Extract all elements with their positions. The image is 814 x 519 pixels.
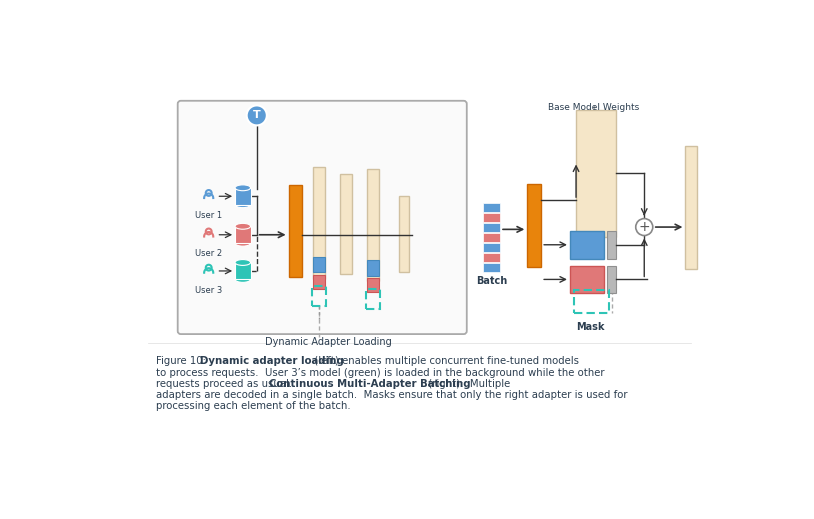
Bar (313, 168, 325, 279)
Bar (483, 233, 500, 242)
Text: (right):  Multiple: (right): Multiple (425, 379, 510, 389)
Bar (312, 286, 326, 306)
Text: to process requests.  User 3’s model (green) is loaded in the background while t: to process requests. User 3’s model (gre… (156, 367, 605, 378)
Bar (483, 223, 500, 233)
Bar (576, 110, 616, 237)
Bar (483, 263, 500, 272)
Bar (235, 226, 251, 243)
Text: Batch: Batch (476, 276, 507, 286)
Bar (235, 188, 251, 204)
Text: +: + (638, 220, 650, 234)
Bar (483, 213, 500, 223)
Text: T: T (253, 111, 260, 120)
Bar (367, 260, 379, 276)
Text: User 1: User 1 (195, 211, 222, 220)
Ellipse shape (235, 202, 251, 208)
Bar (399, 196, 409, 272)
Text: Dynamic adapter loading: Dynamic adapter loading (199, 357, 344, 366)
Text: Mask: Mask (576, 322, 605, 332)
Bar (574, 290, 609, 313)
Bar (571, 266, 603, 293)
Text: requests proceed as usual.: requests proceed as usual. (156, 379, 302, 389)
Bar (288, 185, 303, 277)
Circle shape (247, 105, 267, 126)
Bar (483, 243, 500, 252)
Circle shape (636, 218, 653, 236)
Ellipse shape (235, 260, 251, 265)
Bar (483, 203, 500, 212)
Bar (366, 290, 380, 309)
Bar (607, 231, 616, 258)
Bar (607, 266, 616, 293)
Text: Figure 10:: Figure 10: (156, 357, 212, 366)
Bar (313, 275, 325, 289)
Bar (685, 146, 697, 269)
Text: Base Model Weights: Base Model Weights (549, 103, 640, 112)
Ellipse shape (235, 185, 251, 190)
Text: processing each element of the batch.: processing each element of the batch. (156, 401, 351, 411)
Bar (367, 169, 379, 281)
Bar (527, 184, 541, 267)
Bar (571, 231, 603, 258)
Bar (483, 253, 500, 263)
Ellipse shape (235, 240, 251, 246)
Ellipse shape (235, 277, 251, 282)
Text: (left) enables multiple concurrent fine-tuned models: (left) enables multiple concurrent fine-… (311, 357, 580, 366)
FancyBboxPatch shape (177, 101, 466, 334)
Text: User 3: User 3 (195, 285, 222, 295)
Bar (340, 174, 352, 274)
Bar (313, 257, 325, 272)
Text: User 2: User 2 (195, 250, 222, 258)
Ellipse shape (235, 223, 251, 229)
Text: Dynamic Adapter Loading: Dynamic Adapter Loading (265, 337, 392, 347)
Text: Continuous Multi-Adapter Batching: Continuous Multi-Adapter Batching (269, 379, 470, 389)
Text: adapters are decoded in a single batch.  Masks ensure that only the right adapte: adapters are decoded in a single batch. … (156, 390, 628, 400)
Bar (367, 278, 379, 292)
Bar (235, 263, 251, 279)
